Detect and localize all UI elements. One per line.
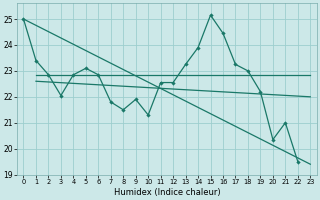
X-axis label: Humidex (Indice chaleur): Humidex (Indice chaleur) <box>114 188 220 197</box>
